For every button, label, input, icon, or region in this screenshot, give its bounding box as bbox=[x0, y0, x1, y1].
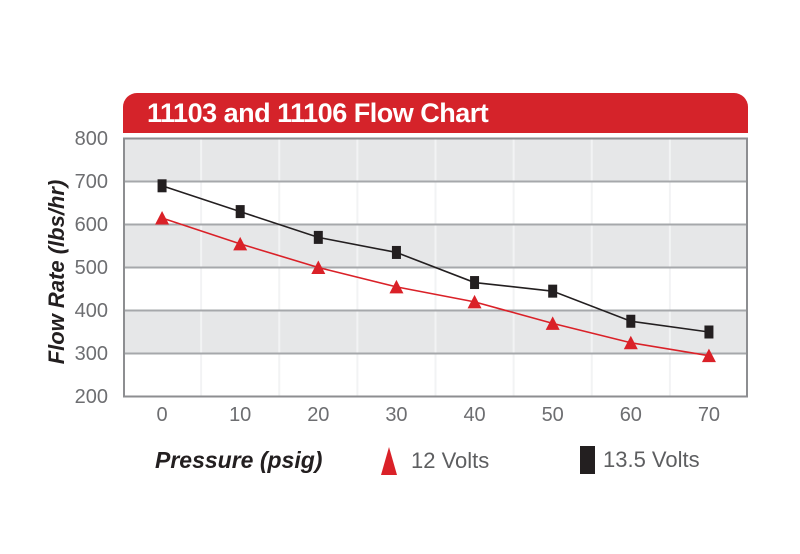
data-point-square bbox=[548, 284, 558, 298]
triangle-marker-icon bbox=[381, 447, 397, 475]
plot-border bbox=[123, 137, 748, 398]
chart-title-banner: 11103 and 11106 Flow Chart bbox=[123, 93, 748, 133]
y-tick-label: 400 bbox=[74, 299, 108, 322]
x-axis-title: Pressure (psig) bbox=[155, 447, 323, 473]
chart-title: 11103 and 11106 Flow Chart bbox=[147, 97, 489, 128]
data-point-triangle bbox=[389, 279, 404, 294]
x-tick-label: 20 bbox=[307, 404, 330, 426]
legend-item-12-volts: 12 Volts bbox=[381, 447, 489, 475]
x-tick-label: 10 bbox=[229, 404, 252, 426]
square-marker-icon bbox=[580, 446, 595, 474]
x-tick-label: 40 bbox=[463, 404, 486, 426]
data-point-triangle bbox=[623, 335, 638, 350]
series-line-12v bbox=[161, 217, 710, 357]
y-tick-label: 600 bbox=[74, 213, 108, 236]
x-tick-label: 50 bbox=[541, 404, 564, 426]
x-tick-label: 30 bbox=[385, 404, 408, 426]
data-point-triangle bbox=[155, 211, 170, 225]
data-point-square bbox=[313, 230, 323, 244]
y-tick-label: 200 bbox=[74, 385, 108, 408]
data-point-triangle bbox=[545, 316, 560, 330]
data-point-triangle bbox=[233, 236, 248, 251]
legend-label-13-5-volts: 13.5 Volts bbox=[603, 447, 700, 472]
plot-area bbox=[123, 137, 748, 398]
data-point-triangle bbox=[467, 294, 482, 309]
data-point-square bbox=[235, 205, 245, 219]
data-point-triangle bbox=[311, 260, 326, 274]
y-tick-label: 800 bbox=[74, 127, 108, 150]
series-line-13-5v bbox=[161, 185, 710, 333]
data-point-square bbox=[391, 245, 401, 259]
data-point-square bbox=[470, 276, 480, 290]
data-point-square bbox=[626, 314, 636, 328]
y-tick-label: 300 bbox=[74, 342, 108, 365]
data-point-triangle bbox=[701, 348, 716, 363]
data-point-square bbox=[704, 325, 714, 339]
data-point-square bbox=[157, 179, 167, 193]
y-tick-label: 500 bbox=[74, 256, 108, 279]
x-tick-label: 70 bbox=[697, 404, 721, 426]
legend-item-13-5-volts: 13.5 Volts bbox=[580, 446, 700, 474]
x-tick-label: 0 bbox=[156, 404, 168, 426]
y-tick-label: 700 bbox=[74, 170, 108, 193]
x-tick-label: 60 bbox=[619, 404, 642, 426]
legend-label-12-volts: 12 Volts bbox=[411, 448, 490, 473]
